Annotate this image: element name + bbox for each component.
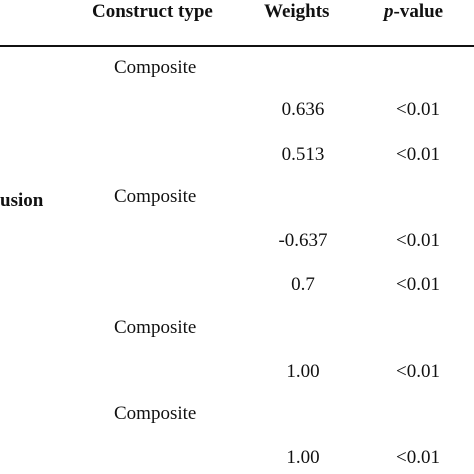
construct-type-cell: Composite (114, 57, 197, 78)
construct-type-cell: Composite (114, 403, 197, 424)
header-p-value: p-value (384, 2, 443, 21)
weight-cell: 0.513 (281, 144, 325, 165)
p-value-cell: <0.01 (396, 144, 440, 165)
header-rule (0, 45, 474, 47)
header-weights: Weights (264, 1, 330, 22)
header-p-italic: p (384, 1, 394, 22)
p-value-cell: <0.01 (396, 447, 440, 468)
header-value-suffix: -value (393, 1, 444, 22)
p-value-cell: <0.01 (396, 361, 440, 382)
construct-type-cell: Composite (114, 186, 197, 207)
construct-type-cell: Composite (114, 317, 197, 338)
header-construct-type: Construct type (92, 1, 213, 22)
weight-cell: 0.636 (281, 99, 325, 120)
weight-cell: 1.00 (286, 447, 320, 468)
p-value-cell: <0.01 (396, 230, 440, 251)
p-value-cell: <0.01 (396, 99, 440, 120)
weight-cell: 0.7 (291, 274, 315, 295)
row-label: usion (0, 190, 44, 211)
p-value-cell: <0.01 (396, 274, 440, 295)
weight-cell: 1.00 (286, 361, 320, 382)
weight-cell: -0.637 (278, 230, 328, 251)
